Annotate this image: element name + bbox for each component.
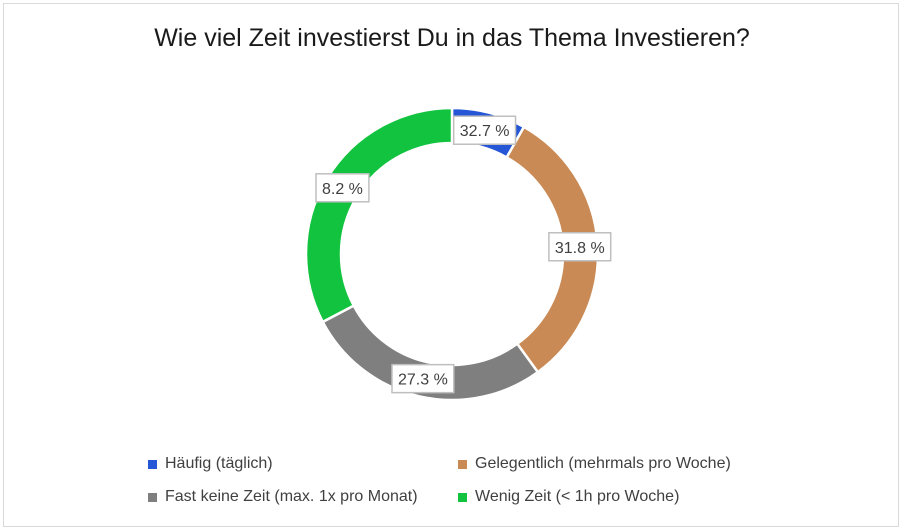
data-label-text: 31.8 % xyxy=(555,240,605,257)
data-label: 32.7 % xyxy=(452,115,517,145)
data-label-text: 32.7 % xyxy=(460,123,510,140)
donut-slice xyxy=(304,106,454,324)
data-label-box xyxy=(452,115,517,145)
data-label-box xyxy=(315,173,370,203)
data-label-text: 27.3 % xyxy=(398,372,448,389)
legend-swatch xyxy=(458,459,467,469)
data-label: 27.3 % xyxy=(391,363,455,394)
legend-swatch xyxy=(458,492,467,502)
data-label-text: 8.2 % xyxy=(322,181,363,198)
legend-label: Häufig (täglich) xyxy=(165,455,273,472)
legend-label: Fast keine Zeit (max. 1x pro Monat) xyxy=(165,488,418,505)
data-label: 31.8 % xyxy=(548,232,612,262)
legend-item-haeufig: Häufig (täglich) xyxy=(148,455,273,473)
chart-title: Wie viel Zeit investierst Du in das Them… xyxy=(154,24,750,52)
legend-swatch xyxy=(148,492,157,502)
legend-item-gelegentlich: Gelegentlich (mehrmals pro Woche) xyxy=(458,455,731,473)
data-label-box xyxy=(548,232,612,262)
legend-swatch xyxy=(148,459,157,469)
legend-item-wenig-zeit: Wenig Zeit (< 1h pro Woche) xyxy=(458,488,679,506)
chart-frame xyxy=(3,3,899,527)
legend-label: Wenig Zeit (< 1h pro Woche) xyxy=(475,488,680,505)
data-label: 8.2 % xyxy=(315,173,370,203)
data-label-box xyxy=(391,363,455,394)
legend-item-fast-keine-zeit: Fast keine Zeit (max. 1x pro Monat) xyxy=(148,488,418,506)
legend-label: Gelegentlich (mehrmals pro Woche) xyxy=(475,455,731,472)
